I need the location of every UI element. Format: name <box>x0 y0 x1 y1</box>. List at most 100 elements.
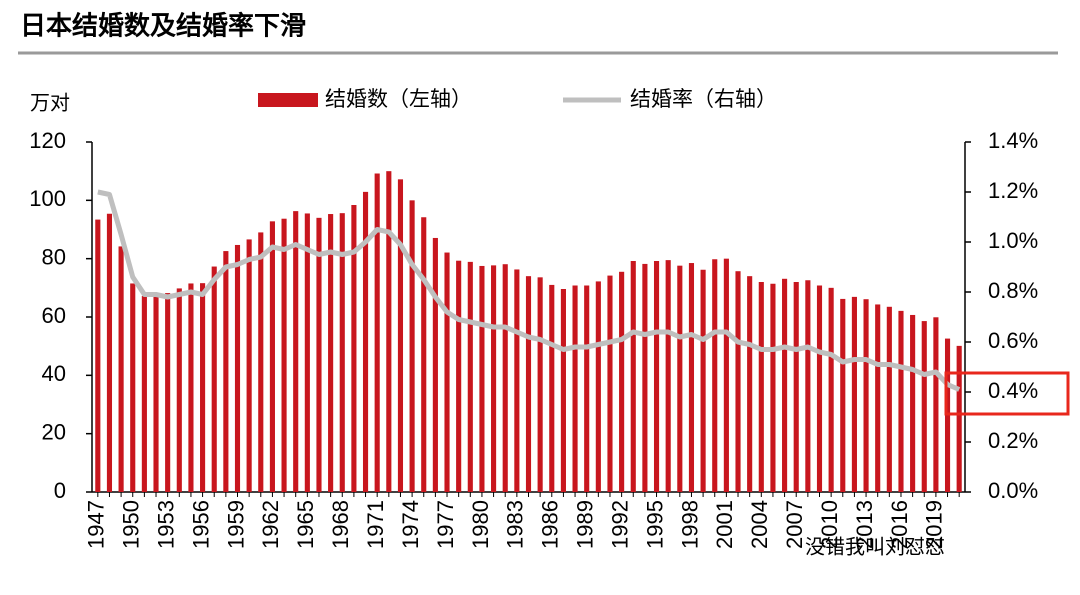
x-tick-label: 1983 <box>503 500 528 549</box>
x-tick-label: 2001 <box>712 500 737 549</box>
bar <box>95 219 101 493</box>
bar <box>665 260 671 492</box>
y2-tick-label: 0.6% <box>988 328 1038 353</box>
y-tick-label: 0 <box>54 478 66 503</box>
y-tick-label: 60 <box>42 303 66 328</box>
bar <box>677 265 683 492</box>
bar <box>840 298 846 492</box>
legend-swatch <box>258 93 318 107</box>
legend-label: 结婚率（右轴） <box>630 87 777 111</box>
x-tick-label: 1977 <box>433 500 458 549</box>
bar <box>141 296 147 492</box>
bar <box>328 214 334 492</box>
x-tick-label: 1947 <box>84 500 109 549</box>
y2-tick-label: 0.4% <box>988 378 1038 403</box>
bar <box>432 237 438 492</box>
bar <box>397 179 404 493</box>
bar <box>409 200 415 493</box>
x-tick-label: 2019 <box>922 500 947 549</box>
bar <box>793 282 799 492</box>
bar <box>246 239 252 492</box>
bar <box>758 282 764 492</box>
x-tick-label: 1980 <box>468 500 493 549</box>
bar <box>898 310 904 492</box>
bar <box>653 261 660 492</box>
x-tick-label: 1971 <box>363 500 388 549</box>
bar <box>339 213 345 492</box>
x-tick-label: 1992 <box>607 500 632 549</box>
bar <box>956 345 962 492</box>
bar <box>386 171 392 492</box>
bar <box>479 265 485 492</box>
bar <box>223 251 229 492</box>
x-tick-label: 2004 <box>747 500 772 549</box>
bar <box>642 263 648 492</box>
chart-title: 日本结婚数及结婚率下滑 <box>20 11 306 42</box>
x-tick-label: 1959 <box>223 500 248 549</box>
bar <box>106 213 113 492</box>
bar <box>723 258 729 492</box>
bar <box>584 285 590 492</box>
bar <box>281 218 287 493</box>
x-tick-label: 2016 <box>887 500 912 549</box>
y-tick-label: 80 <box>42 244 66 269</box>
y-tick-label: 20 <box>42 419 66 444</box>
y2-tick-label: 1.4% <box>988 128 1038 153</box>
bar <box>700 269 706 492</box>
x-tick-label: 2010 <box>817 500 842 549</box>
bar <box>502 264 508 492</box>
bar <box>200 283 206 492</box>
bar <box>735 271 741 492</box>
bar <box>444 252 450 492</box>
bar <box>828 287 834 492</box>
x-tick-label: 2007 <box>782 500 807 549</box>
x-tick-label: 1986 <box>538 500 563 549</box>
bar <box>351 205 357 492</box>
y-tick-label: 40 <box>42 361 66 386</box>
x-tick-label: 1962 <box>258 500 283 549</box>
bar <box>165 293 171 492</box>
bar <box>921 321 927 492</box>
bar <box>595 281 601 492</box>
bar <box>712 259 718 492</box>
x-tick-label: 1956 <box>188 500 213 549</box>
bar <box>269 221 275 493</box>
bar <box>188 283 194 492</box>
bar <box>851 296 857 492</box>
y-tick-label: 100 <box>29 186 66 211</box>
bar <box>234 244 241 492</box>
x-tick-label: 1968 <box>328 500 353 549</box>
bar <box>130 283 136 492</box>
bar <box>607 275 613 492</box>
y2-tick-label: 1.0% <box>988 228 1038 253</box>
bar <box>211 266 217 492</box>
x-tick-label: 1989 <box>573 500 598 549</box>
bar <box>467 261 473 492</box>
bar <box>560 289 566 492</box>
bar <box>153 294 159 492</box>
y-tick-label: 120 <box>29 128 66 153</box>
bar <box>491 265 497 492</box>
x-tick-label: 1974 <box>398 500 423 549</box>
bar <box>875 304 881 492</box>
bar <box>619 271 625 492</box>
bar <box>770 283 776 492</box>
bar <box>537 277 543 492</box>
y2-tick-label: 0.2% <box>988 428 1038 453</box>
x-tick-label: 1998 <box>677 500 702 549</box>
bar <box>525 276 532 492</box>
bar <box>316 217 322 493</box>
bar <box>816 285 823 492</box>
bar <box>572 285 578 492</box>
line <box>97 189 961 392</box>
bar <box>176 288 182 492</box>
bar <box>782 278 788 492</box>
highlight-box <box>944 371 1070 416</box>
bar <box>910 314 916 492</box>
bar <box>549 284 555 492</box>
bar <box>304 213 310 493</box>
bar <box>293 211 299 492</box>
y2-tick-label: 0.0% <box>988 478 1038 503</box>
bar <box>805 280 811 492</box>
